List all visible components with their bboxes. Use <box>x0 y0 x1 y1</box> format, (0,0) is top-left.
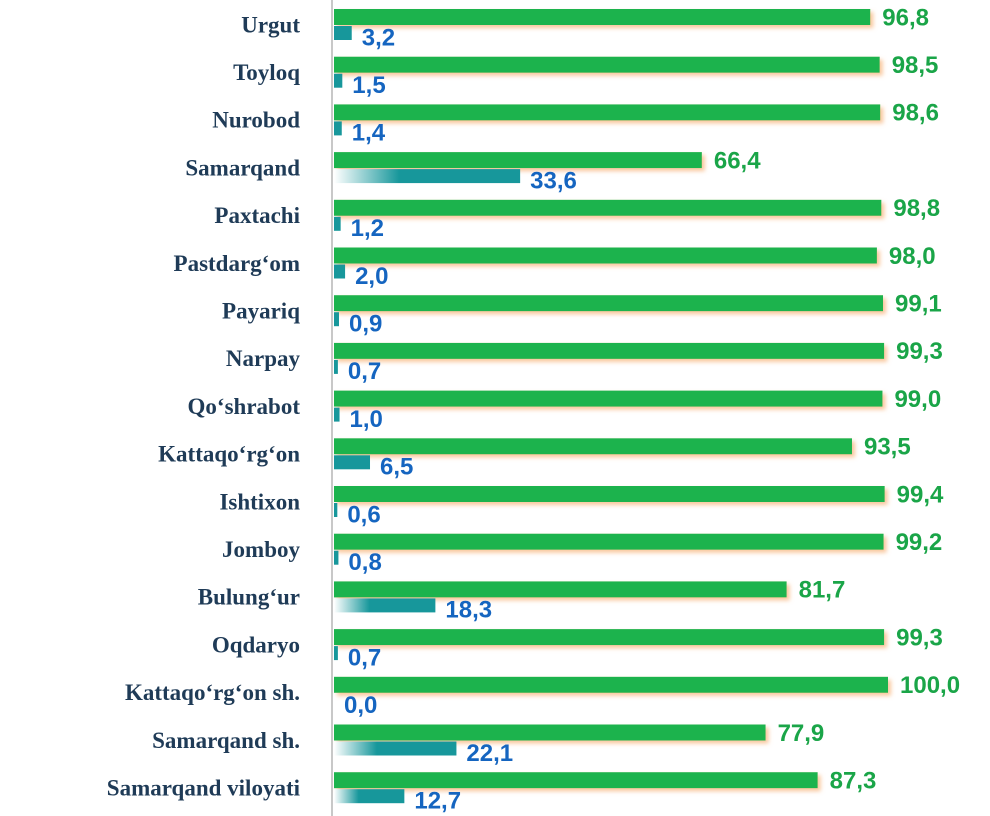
value-label: 98,6 <box>892 100 939 127</box>
value-label: 1,4 <box>352 120 386 147</box>
category-label: Toyloq <box>233 60 300 85</box>
value-label: 93,5 <box>864 434 911 461</box>
value-label: 18,3 <box>445 597 492 624</box>
green-bar <box>334 629 885 646</box>
value-label: 3,2 <box>362 24 395 51</box>
category-label: Qo‘shrabot <box>188 394 301 419</box>
teal-bar <box>334 598 436 613</box>
value-label: 12,7 <box>414 788 461 815</box>
green-bar <box>334 104 881 121</box>
category-label: Jomboy <box>222 537 300 562</box>
teal-bar <box>334 359 338 374</box>
teal-bar <box>334 455 371 470</box>
green-bar <box>334 199 882 216</box>
teal-bar <box>334 73 343 88</box>
green-bar <box>334 342 885 359</box>
category-label: Bulung‘ur <box>198 585 300 610</box>
category-label: Nurobod <box>212 108 300 133</box>
green-bar <box>334 438 852 455</box>
green-bar <box>334 56 880 73</box>
category-label: Payariq <box>222 298 300 323</box>
value-label: 99,2 <box>896 529 943 556</box>
green-bar <box>334 390 883 407</box>
teal-bar <box>334 407 340 422</box>
value-label: 99,3 <box>896 624 943 651</box>
green-bar <box>334 533 884 550</box>
category-label: Oqdaryo <box>212 632 300 657</box>
teal-bar <box>334 121 342 136</box>
value-label: 98,5 <box>892 52 939 79</box>
category-label: Urgut <box>241 12 300 37</box>
value-label: 0,9 <box>349 311 382 338</box>
value-label: 0,7 <box>348 358 381 385</box>
teal-bar <box>334 216 341 231</box>
category-label: Ishtixon <box>219 489 300 514</box>
category-label: Paxtachi <box>214 203 300 228</box>
category-label: Kattaqo‘rg‘on sh. <box>125 680 300 705</box>
green-bar <box>334 295 884 312</box>
teal-bar <box>334 169 521 184</box>
value-label: 1,0 <box>350 406 383 433</box>
category-label: Kattaqo‘rg‘on <box>158 442 300 467</box>
category-label: Samarqand viloyati <box>107 775 301 800</box>
value-label: 6,5 <box>380 454 413 481</box>
value-label: 96,8 <box>882 4 929 31</box>
teal-bar <box>334 550 339 565</box>
value-label: 1,2 <box>351 215 384 242</box>
green-bar <box>334 247 877 264</box>
teal-bar <box>334 312 339 327</box>
value-label: 0,7 <box>348 644 381 671</box>
value-label: 99,3 <box>896 338 943 365</box>
green-bar <box>334 486 885 502</box>
teal-bar <box>334 646 338 661</box>
green-bar <box>334 581 787 598</box>
teal-bar <box>334 503 338 517</box>
value-label: 87,3 <box>830 768 877 795</box>
value-label: 0,0 <box>344 692 377 719</box>
value-label: 0,6 <box>347 501 380 528</box>
value-label: 33,6 <box>530 167 577 194</box>
category-label: Narpay <box>226 346 301 371</box>
green-bar <box>334 9 871 25</box>
teal-bar <box>334 26 352 40</box>
green-bar <box>334 724 766 741</box>
value-label: 98,8 <box>893 195 940 222</box>
teal-bar <box>334 741 457 756</box>
teal-bar <box>334 789 405 804</box>
value-label: 22,1 <box>466 740 513 767</box>
value-label: 100,0 <box>900 672 960 699</box>
category-label: Pastdarg‘om <box>174 251 300 276</box>
value-label: 98,0 <box>889 243 936 270</box>
value-label: 99,1 <box>895 291 942 318</box>
green-bar <box>334 772 818 789</box>
value-label: 99,4 <box>897 481 944 508</box>
teal-bar <box>334 264 346 279</box>
green-bar <box>334 676 888 693</box>
category-label: Samarqand sh. <box>152 728 300 753</box>
value-label: 66,4 <box>714 147 761 174</box>
value-label: 2,0 <box>355 263 388 290</box>
value-label: 81,7 <box>799 577 846 604</box>
category-label: Samarqand <box>185 155 300 180</box>
value-label: 1,5 <box>352 72 385 99</box>
value-label: 0,8 <box>348 549 381 576</box>
green-bar <box>334 152 702 169</box>
value-label: 99,0 <box>894 386 941 413</box>
value-label: 77,9 <box>778 720 825 747</box>
